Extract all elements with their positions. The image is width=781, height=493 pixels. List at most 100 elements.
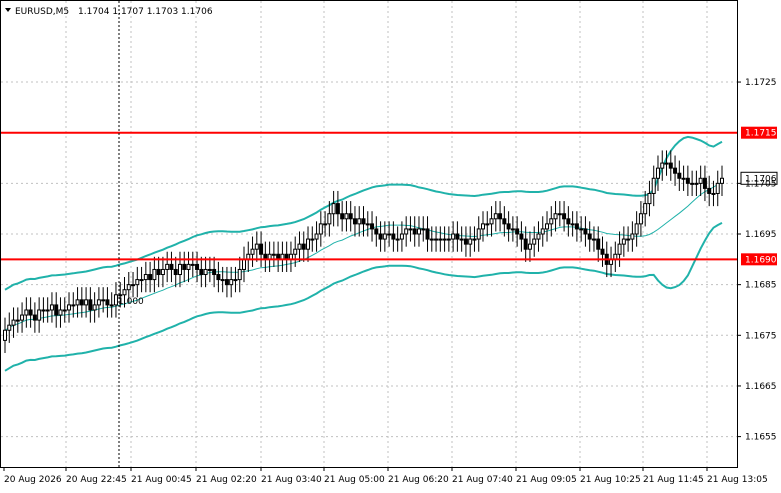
candle-body bbox=[203, 268, 208, 276]
candle-body bbox=[702, 177, 707, 189]
candle-body bbox=[421, 228, 426, 231]
candle-body bbox=[323, 223, 328, 226]
candle-body bbox=[344, 213, 349, 220]
candle-body bbox=[71, 304, 76, 307]
candle-body bbox=[527, 243, 532, 250]
candle-body bbox=[698, 177, 703, 184]
candle-body bbox=[327, 213, 332, 225]
candle-body bbox=[694, 182, 699, 185]
candle-body bbox=[425, 228, 430, 240]
candle-body bbox=[399, 233, 404, 240]
candles-layer bbox=[3, 150, 724, 354]
candle-body bbox=[297, 243, 302, 250]
candle-body bbox=[570, 223, 575, 226]
x-tick-label: 21 Aug 00:45 bbox=[131, 475, 192, 485]
candle-body bbox=[41, 309, 46, 312]
bollinger-upper-band bbox=[4, 135, 723, 291]
candle-body bbox=[62, 309, 67, 312]
candle-body bbox=[122, 289, 127, 296]
candle-body bbox=[237, 268, 242, 281]
candle-body bbox=[536, 233, 541, 240]
candle-body bbox=[212, 268, 217, 276]
candle-body bbox=[318, 223, 323, 235]
candle-body bbox=[352, 218, 357, 225]
candle-body bbox=[562, 213, 567, 220]
candle-body bbox=[681, 177, 686, 180]
candle-body bbox=[169, 263, 174, 270]
candle-body bbox=[357, 218, 362, 225]
candle-body bbox=[630, 233, 635, 240]
candle-body bbox=[434, 238, 439, 241]
candle-body bbox=[220, 279, 225, 282]
candle-body bbox=[207, 268, 212, 271]
candle-body bbox=[617, 243, 622, 255]
candle-body bbox=[643, 203, 648, 215]
candle-body bbox=[361, 218, 366, 225]
candle-body bbox=[54, 304, 59, 316]
candle-body bbox=[148, 274, 153, 281]
candle-body bbox=[463, 238, 468, 245]
candle-body bbox=[502, 218, 507, 225]
candle-body bbox=[131, 284, 136, 287]
candle-body bbox=[416, 228, 421, 235]
candle-body bbox=[271, 253, 276, 256]
candle-body bbox=[583, 228, 588, 235]
x-tick-label: 21 Aug 02:20 bbox=[196, 475, 257, 485]
candle-body bbox=[451, 233, 456, 240]
x-tick-label: 21 Aug 05:00 bbox=[324, 475, 385, 485]
candle-body bbox=[49, 304, 54, 311]
candle-body bbox=[101, 299, 106, 302]
candle-body bbox=[173, 268, 178, 276]
candle-body bbox=[574, 223, 579, 230]
candle-body bbox=[485, 223, 490, 226]
quote-ohlc: 1.1704 1.1707 1.1703 1.1706 bbox=[78, 7, 213, 17]
candle-body bbox=[199, 268, 204, 276]
candle-body bbox=[139, 279, 144, 282]
candle-body bbox=[519, 233, 524, 240]
candle-body bbox=[438, 238, 443, 241]
candle-body bbox=[651, 177, 656, 194]
candle-body bbox=[15, 319, 20, 322]
candle-body bbox=[442, 238, 447, 241]
candle-body bbox=[109, 304, 114, 307]
candle-body bbox=[28, 309, 33, 316]
candle-body bbox=[498, 213, 503, 220]
candle-body bbox=[96, 299, 101, 306]
candle-body bbox=[190, 263, 195, 266]
level-label: 1.1715 bbox=[745, 129, 777, 139]
candle-body bbox=[88, 299, 93, 311]
candle-body bbox=[690, 182, 695, 185]
candle-body bbox=[7, 324, 12, 331]
symbol-timeframe: EURUSD,M5 bbox=[15, 7, 69, 17]
x-tick-label: 21 Aug 06:20 bbox=[388, 475, 449, 485]
level-label-box bbox=[741, 126, 777, 139]
collapse-triangle-icon[interactable] bbox=[5, 8, 11, 12]
candle-body bbox=[67, 304, 72, 311]
x-tick-label: 21 Aug 03:40 bbox=[261, 475, 322, 485]
candle-body bbox=[45, 309, 50, 312]
candle-body bbox=[720, 177, 724, 184]
candle-body bbox=[532, 238, 537, 245]
candle-body bbox=[216, 274, 221, 281]
candle-body bbox=[3, 329, 7, 341]
y-tick-label: 1.1675 bbox=[745, 331, 777, 341]
x-tick-label: 21 Aug 13:05 bbox=[707, 475, 768, 485]
candle-body bbox=[715, 182, 720, 194]
candle-body bbox=[387, 233, 392, 236]
candle-body bbox=[135, 279, 140, 286]
candle-body bbox=[660, 162, 665, 169]
x-tick-label: 21 Aug 09:05 bbox=[516, 475, 577, 485]
candle-body bbox=[58, 309, 63, 316]
candle-body bbox=[331, 203, 336, 215]
candle-body bbox=[553, 213, 558, 220]
candle-body bbox=[626, 238, 631, 241]
candle-body bbox=[515, 228, 520, 235]
level-label-box bbox=[741, 253, 777, 266]
y-tick-label: 1.1695 bbox=[745, 230, 777, 240]
candle-body bbox=[677, 172, 682, 179]
candle-body bbox=[468, 238, 473, 245]
candle-body bbox=[472, 238, 477, 241]
x-tick-label: 21 Aug 11:45 bbox=[643, 475, 704, 485]
